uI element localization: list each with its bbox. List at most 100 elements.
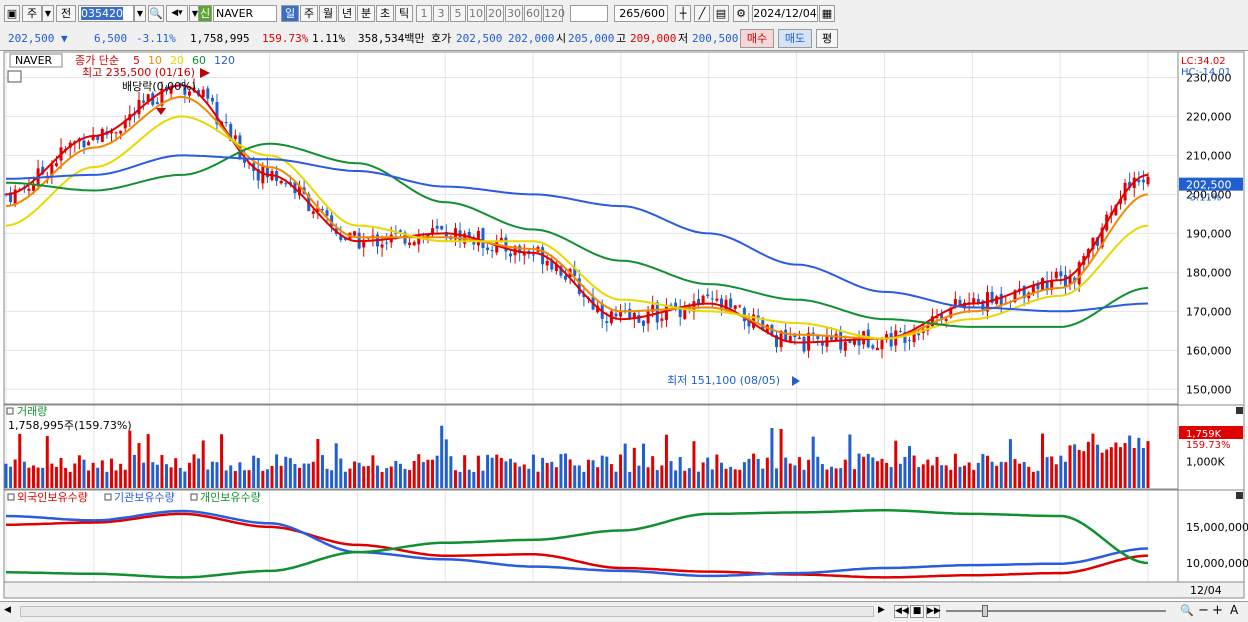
scrollbar-track[interactable]: [20, 606, 874, 617]
volume-bar: [1050, 456, 1054, 488]
candle-body: [330, 215, 334, 227]
candle-body: [852, 338, 856, 345]
volume-bar: [1141, 447, 1145, 488]
holdings-legend-icon[interactable]: [190, 493, 198, 501]
volume-bar: [738, 469, 742, 488]
candle-body: [325, 210, 329, 216]
volume-bar: [275, 454, 279, 488]
candle-body: [137, 99, 141, 115]
period-button[interactable]: 분: [357, 5, 375, 22]
scroll-left-icon[interactable]: ◀: [4, 605, 11, 615]
volume-bar: [660, 465, 664, 488]
buy-button[interactable]: 매수: [740, 29, 774, 48]
chevron-down-icon[interactable]: ▼: [42, 5, 54, 22]
stop-icon[interactable]: ■: [910, 605, 924, 618]
candle-body: [215, 102, 219, 125]
last-price-box: [1179, 177, 1243, 191]
blank-select[interactable]: [570, 5, 608, 22]
volume-bar: [793, 465, 797, 488]
ma-line-60: [6, 142, 1149, 328]
avg-button[interactable]: 평: [816, 29, 838, 48]
zoom-slider-handle[interactable]: [982, 605, 988, 617]
scroll-right-icon[interactable]: ▶: [878, 605, 885, 615]
volume-bar: [169, 467, 173, 488]
zoom-out-icon[interactable]: −: [1198, 603, 1209, 618]
gear-icon[interactable]: ⚙: [733, 5, 749, 22]
count-input[interactable]: 265/600: [614, 5, 668, 22]
volume-bar: [197, 458, 201, 488]
candle-body: [715, 298, 719, 301]
holdings-legend-icon[interactable]: [7, 493, 15, 501]
volume-bar: [247, 470, 251, 488]
forward-icon[interactable]: ▶▶: [926, 605, 941, 618]
candle-body: [564, 275, 568, 280]
interval-button[interactable]: 120: [543, 5, 565, 22]
candle-body: [963, 302, 967, 309]
holdings-y-tick: 15,000,000: [1186, 521, 1248, 534]
search-icon[interactable]: 🔍: [148, 5, 164, 22]
font-size-icon[interactable]: A: [1230, 603, 1239, 617]
interval-button[interactable]: 20: [486, 5, 504, 22]
candle-body: [431, 228, 435, 234]
volume-bar: [380, 471, 384, 488]
volume-bar: [866, 453, 870, 488]
save-icon[interactable]: ▤: [713, 5, 729, 22]
magnify-icon[interactable]: 🔍: [1180, 604, 1194, 617]
code-input[interactable]: 035420: [78, 5, 134, 22]
candle-body: [669, 304, 673, 306]
period-button[interactable]: 월: [319, 5, 337, 22]
holdings-close-icon[interactable]: [1236, 492, 1243, 499]
volume-bar: [646, 467, 650, 488]
period-button[interactable]: 틱: [395, 5, 413, 22]
period-button[interactable]: 초: [376, 5, 394, 22]
period-button[interactable]: 일: [281, 5, 299, 22]
volume-bar: [816, 456, 820, 488]
zoom-in-icon[interactable]: +: [1212, 603, 1223, 618]
theme-badge[interactable]: 신: [198, 5, 212, 22]
candle-body: [467, 231, 471, 237]
interval-button[interactable]: 60: [524, 5, 542, 22]
rewind-icon[interactable]: ◀◀: [894, 605, 909, 618]
zoom-slider[interactable]: [946, 610, 1166, 612]
date-field[interactable]: 2024/12/04: [752, 5, 818, 22]
candle-body: [408, 242, 412, 245]
volume-panel-icon[interactable]: [6, 407, 14, 415]
candle-body: [531, 254, 535, 256]
sell-button[interactable]: 매도: [778, 29, 812, 48]
name-field[interactable]: NAVER: [213, 5, 277, 22]
chart-area[interactable]: 230,000 220,000 210,000 200,000 190,000 180,0…: [0, 51, 1248, 601]
volume-bar: [50, 463, 54, 488]
holdings-y-tick: 10,000,000: [1186, 557, 1248, 570]
candle-body: [229, 124, 233, 141]
window-menu-icon[interactable]: ▣: [4, 5, 20, 22]
interval-button[interactable]: 3: [433, 5, 449, 22]
period-button[interactable]: 년: [338, 5, 356, 22]
panel-table-icon[interactable]: [7, 70, 22, 83]
quote-low: 200,500: [692, 32, 739, 45]
high-label: 고: [616, 32, 627, 45]
candle-body: [756, 315, 760, 318]
period-button[interactable]: 주: [300, 5, 318, 22]
interval-button[interactable]: 30: [505, 5, 523, 22]
volume-bar: [100, 460, 104, 488]
volume-bar: [77, 455, 81, 488]
calendar-icon[interactable]: ▦: [819, 5, 835, 22]
volume-bar: [614, 471, 618, 488]
volume-bar: [348, 468, 352, 488]
candle-body: [944, 319, 948, 321]
jeon-button[interactable]: 전: [56, 5, 76, 22]
trend-tool-icon[interactable]: ╱: [694, 5, 710, 22]
code-dropdown-icon[interactable]: ▼: [134, 5, 146, 22]
holdings-legend-icon[interactable]: [104, 493, 112, 501]
interval-button[interactable]: 5: [450, 5, 466, 22]
stock-type-select[interactable]: 주: [22, 5, 42, 22]
interval-button[interactable]: 10: [467, 5, 485, 22]
crosshair-icon[interactable]: ┼: [675, 5, 691, 22]
volume-bar: [527, 468, 531, 488]
volume-bar: [408, 470, 412, 488]
volume-close-icon[interactable]: [1236, 407, 1243, 414]
interval-button[interactable]: 1: [416, 5, 432, 22]
volume-bar: [976, 462, 980, 488]
sound-icon[interactable]: ◀▾: [166, 5, 188, 22]
candle-body: [385, 242, 389, 244]
